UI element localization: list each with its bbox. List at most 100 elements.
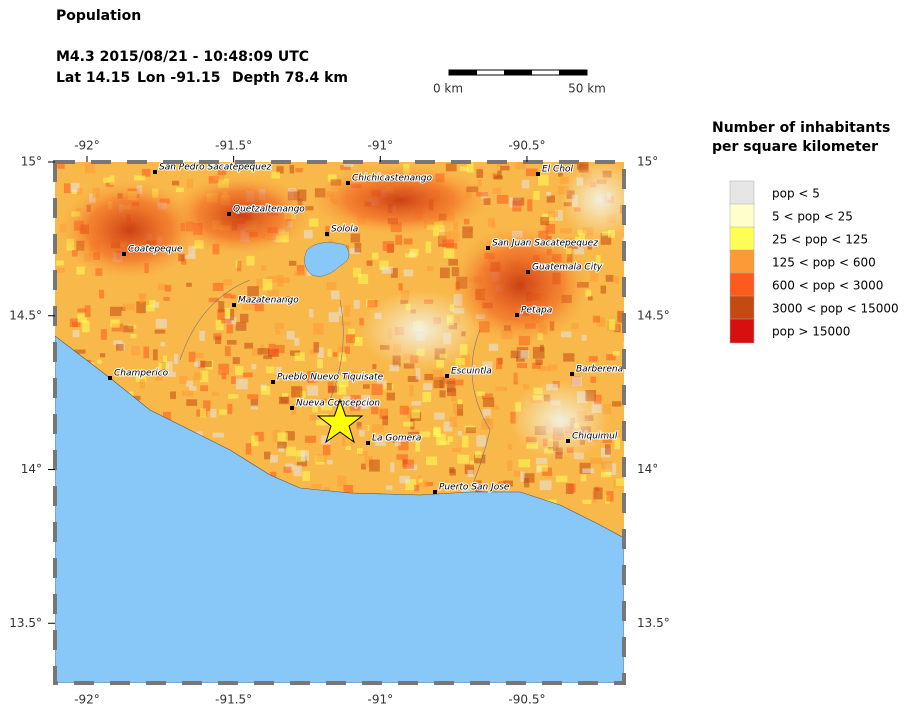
land-cell [251,363,257,370]
land-cell [523,384,529,390]
land-cell [405,479,416,491]
land-cell [477,179,482,187]
legend-title: Number of inhabitants [712,120,890,136]
land-cell [592,315,601,323]
land-cell [143,346,150,359]
land-cell [520,471,525,482]
land-cell [606,354,616,361]
lake [304,242,350,277]
land-cell [294,337,300,346]
land-cell [256,279,263,289]
land-cell [461,486,471,496]
land-cell [274,322,284,330]
land-cell [513,372,518,382]
depth: Depth 78.4 km [232,70,348,86]
land-cell [481,418,494,430]
land-cell [82,320,90,333]
land-cell [371,405,379,415]
land-cell [542,467,552,476]
land-cell [439,267,450,279]
lon: Lon -91.15 [137,70,220,86]
land-cell [171,180,180,186]
sparse [510,380,610,460]
land-cell [434,412,445,420]
land-cell [497,162,509,167]
land-cell [247,394,259,400]
land-cell [446,380,456,393]
legend-swatch [729,272,755,298]
land-cell [309,415,319,422]
land-cell [582,468,595,474]
land-cell [611,401,622,407]
city-label: Escuintla [451,367,492,377]
city-marker [227,212,231,216]
land-cell [443,248,455,259]
land-cell [596,255,601,266]
lat-tick-label: 14.5° [9,308,42,322]
land-cell [226,340,237,345]
land-cell [356,425,368,431]
land-cell [461,435,469,448]
map-frame [53,160,626,685]
land-cell [482,397,495,407]
land-cell [469,460,475,467]
land-cell [153,301,160,308]
land-cell [495,386,508,392]
lat-tick-label: 13.5° [637,616,670,630]
land-cell [128,391,134,396]
legend-label: 125 < pop < 600 [772,256,876,270]
land-cell [558,166,563,177]
land-cell [69,318,78,327]
land-cell [367,299,378,308]
land-cell [145,305,155,312]
land-cell [254,431,264,442]
land-cell [394,440,401,446]
land-cell [131,346,140,356]
land-cell [179,376,188,384]
land-cell [399,475,411,484]
land-cell [516,356,525,362]
land-cell [164,284,172,292]
land-cell [518,350,530,359]
land-cell [327,348,332,357]
land-cell [476,169,484,178]
land-cell [274,344,285,354]
land-cell [149,299,156,307]
land-cell [160,342,166,347]
land-cell [328,239,334,244]
land-cell [438,231,451,244]
land-cell [199,370,209,383]
land-cell [364,455,374,467]
land-cell [482,409,491,419]
land-cell [426,456,438,466]
land-cell [419,431,431,438]
land-cell [212,432,225,438]
land-cell [277,432,288,443]
city-label: Barberena [576,365,623,375]
legend-swatch [729,295,755,321]
legend-swatch [729,318,755,344]
land-cell [623,341,624,351]
land-cell [158,283,167,291]
lon-tick-label: -90.5° [508,693,545,707]
lon-tick-label: -90.5° [508,139,545,153]
land-cell [425,482,434,487]
city-marker [325,232,329,236]
land-cell [347,328,355,334]
urban [60,180,200,280]
city-marker [366,441,370,445]
land-cell [389,364,400,372]
legend: Number of inhabitants per square kilomete… [712,120,899,344]
land-cell [449,231,460,242]
land-cell [203,400,211,411]
land-cell [518,459,531,468]
land-cell [357,450,368,456]
land-cell [217,309,225,321]
land-cell [295,168,303,173]
land-cell [561,331,572,338]
land-cell [186,282,192,287]
land-cell [176,187,184,193]
land-cell [363,384,370,389]
urban [310,165,490,235]
city-label: Puerto San Jose [439,483,510,493]
